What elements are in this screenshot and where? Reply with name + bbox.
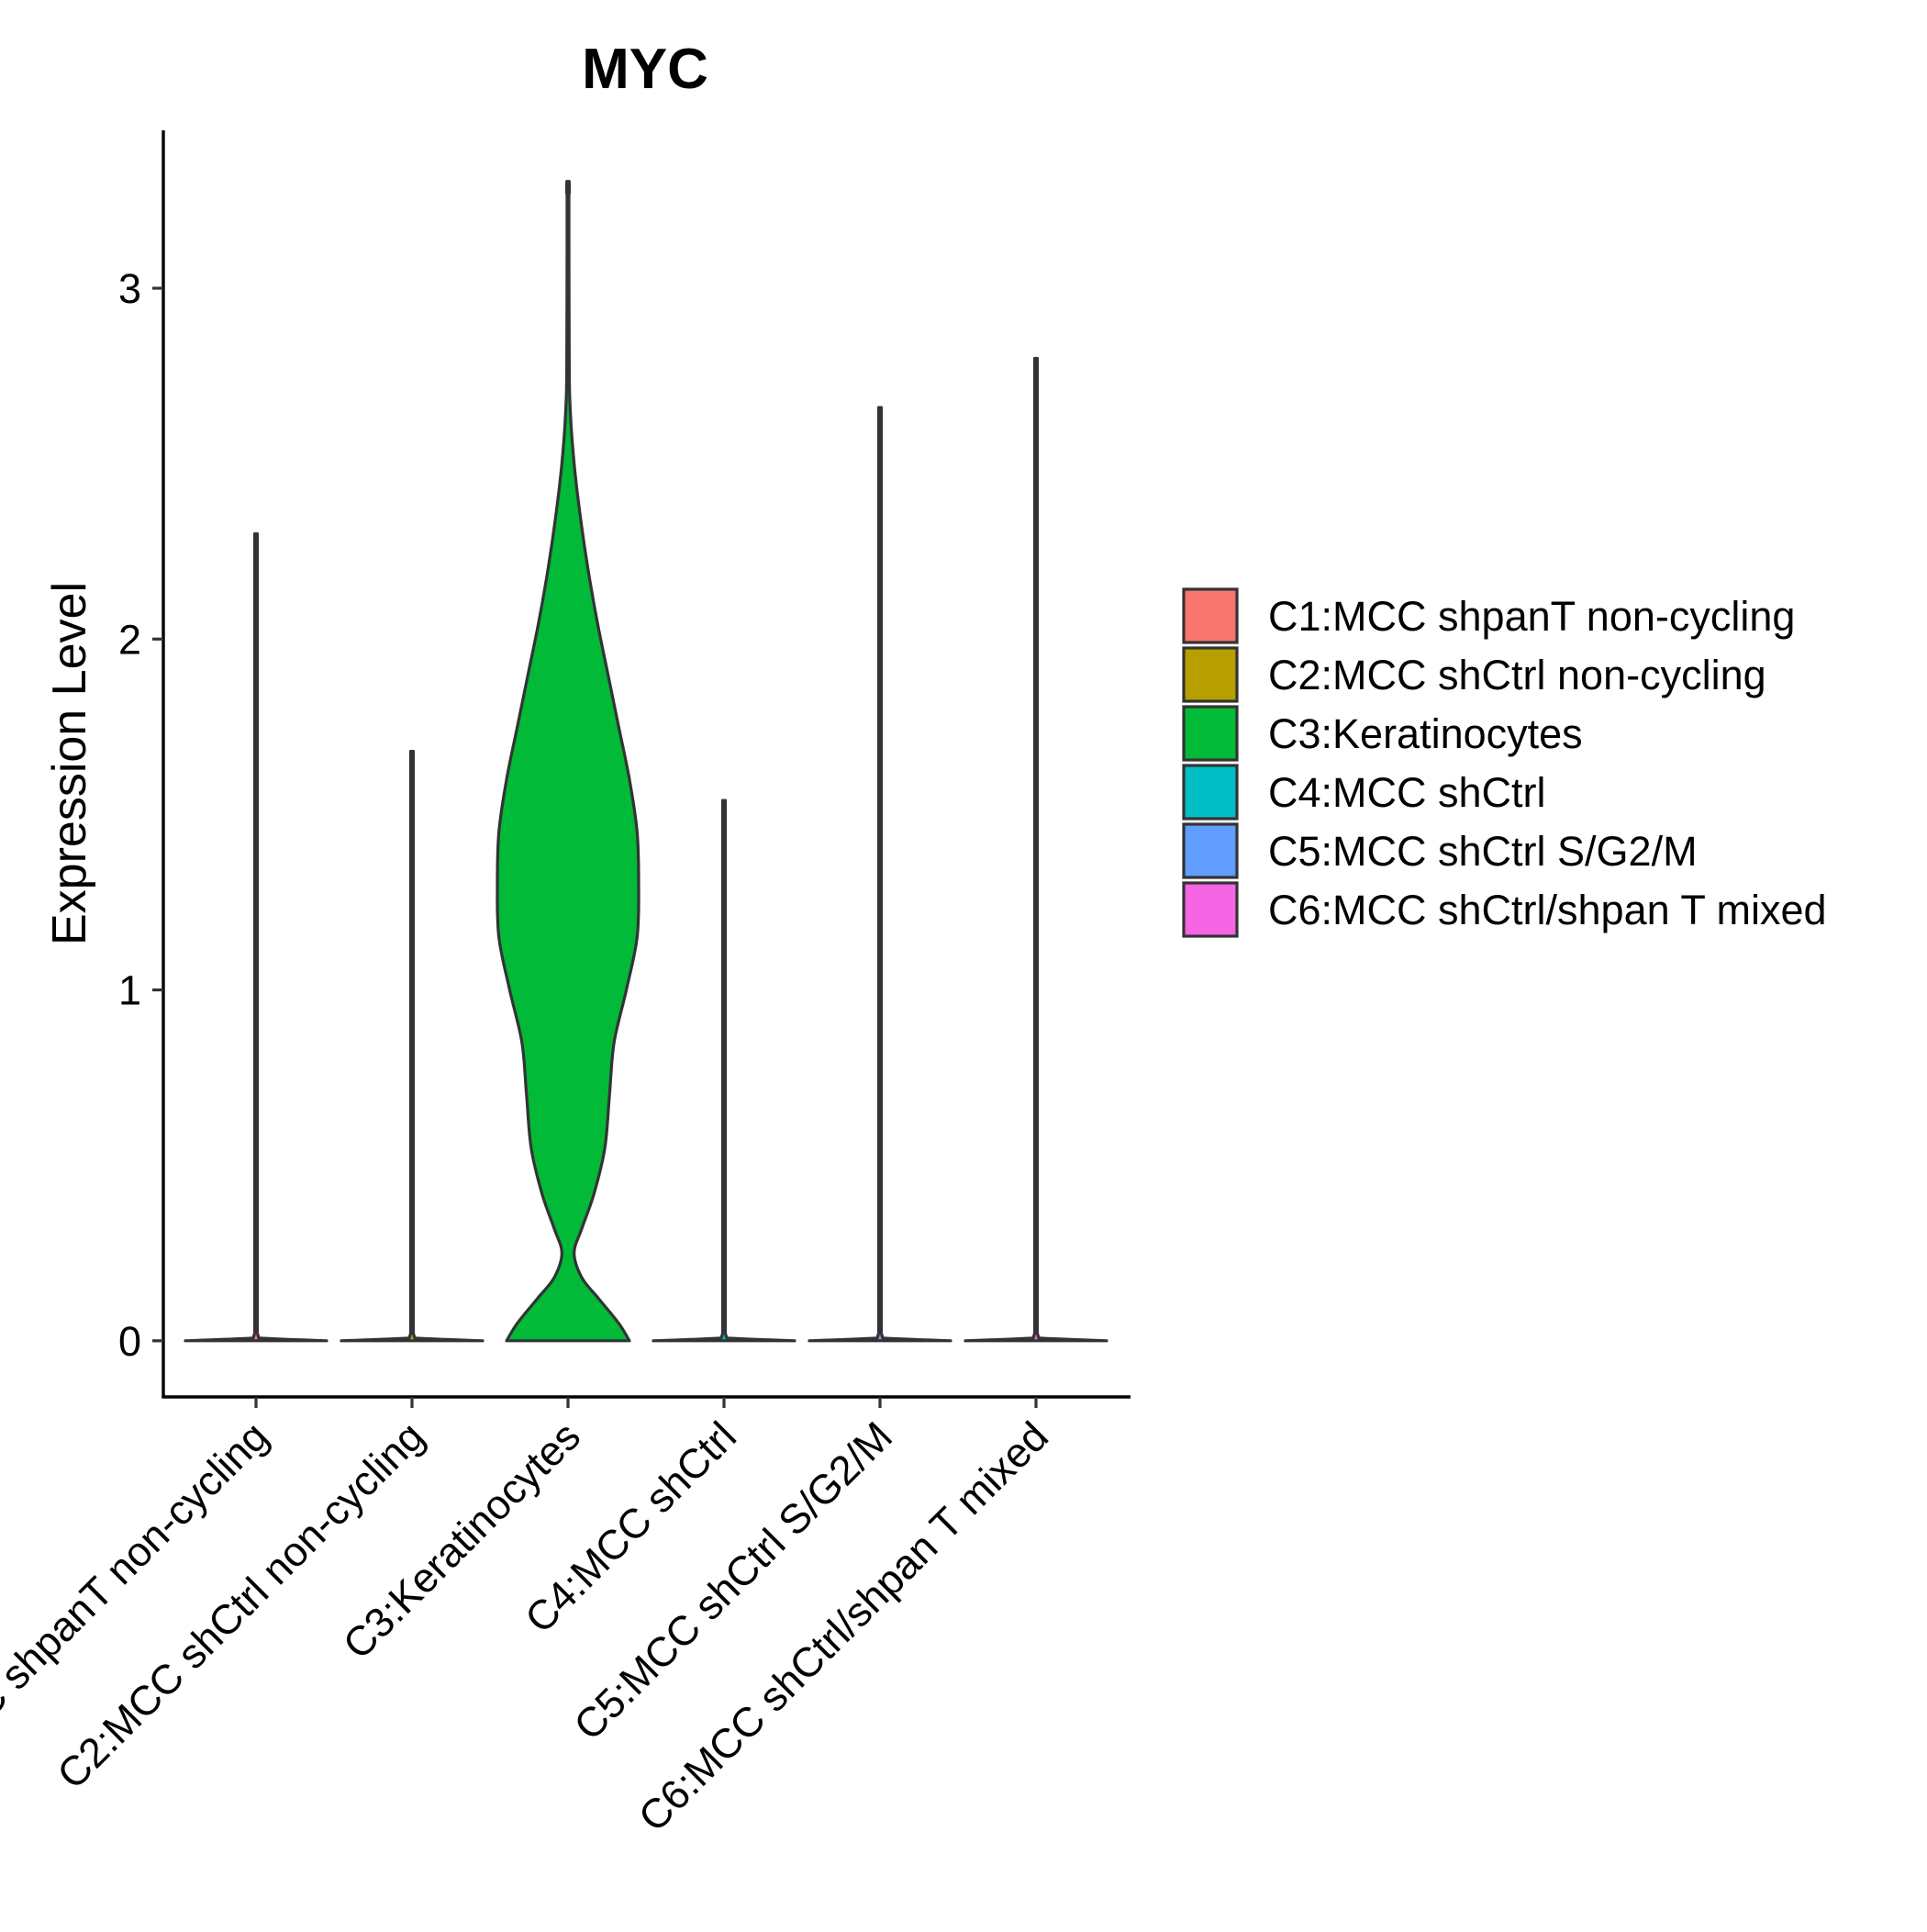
chart-title: MYC <box>582 38 708 101</box>
legend-swatch <box>1182 764 1239 821</box>
legend-swatch <box>1182 705 1239 762</box>
violin-1 <box>184 532 329 1343</box>
y-tick-label: 2 <box>118 616 141 663</box>
legend-swatch <box>1182 587 1239 644</box>
legend-label: C1:MCC shpanT non-cycling <box>1268 593 1795 640</box>
legend-label: C4:MCC shCtrl <box>1268 769 1546 816</box>
legend-label: C5:MCC shCtrl S/G2/M <box>1268 828 1698 875</box>
violin-6 <box>964 356 1108 1343</box>
legend-label: C6:MCC shCtrl/shpan T mixed <box>1268 887 1827 933</box>
legend-swatch <box>1182 881 1239 938</box>
y-axis-title: Expression Level <box>43 582 96 945</box>
violin-5 <box>808 406 952 1343</box>
legend-label: C3:Keratinocytes <box>1268 710 1583 757</box>
plot-area <box>184 180 1108 1343</box>
violin-3 <box>496 180 640 1343</box>
legend-label: C2:MCC shCtrl non-cycling <box>1268 652 1766 698</box>
y-tick-label: 0 <box>118 1318 141 1365</box>
violin-4 <box>652 798 796 1343</box>
legend-swatch <box>1182 822 1239 879</box>
x-tick-label: C5:MCC shCtrl S/G2/M <box>564 1413 901 1749</box>
legend-swatch <box>1182 646 1239 703</box>
y-tick-label: 1 <box>118 967 141 1014</box>
legend: C1:MCC shpanT non-cycling C2:MCC shCtrl n… <box>1182 587 1827 938</box>
y-tick-label: 3 <box>118 265 141 312</box>
violin-2 <box>340 750 485 1343</box>
